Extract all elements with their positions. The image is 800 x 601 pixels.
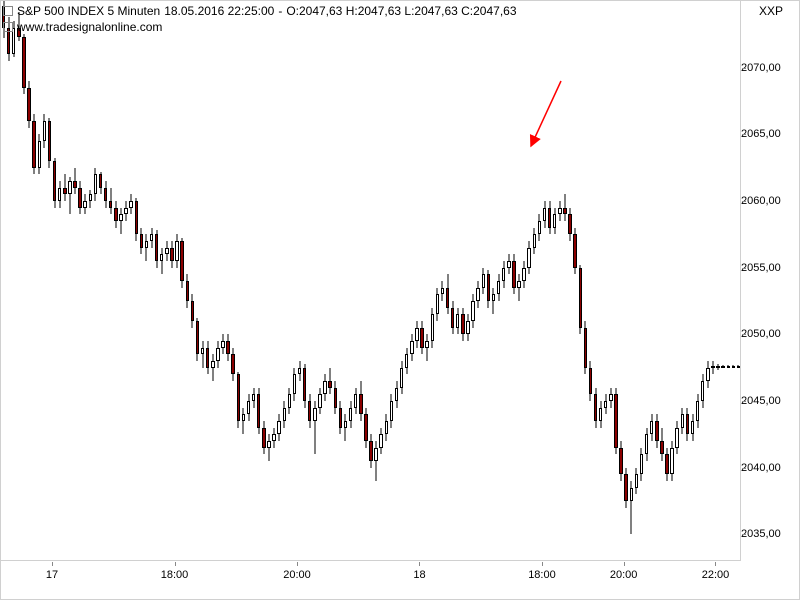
y-tick-mark — [742, 268, 746, 269]
y-tick-label: 2055,00 — [741, 262, 781, 274]
y-tick-mark — [742, 534, 746, 535]
plot-area[interactable] — [1, 1, 741, 561]
y-tick-label: 2070,00 — [741, 62, 781, 74]
y-tick-label: 2060,00 — [741, 195, 781, 207]
chart-title: S&P 500 INDEX 5 Minuten — [17, 3, 160, 19]
ts-icon — [3, 22, 13, 32]
y-axis: 2035,00 2040,00 2045,00 2050,00 2055,00 2060,… — [741, 1, 797, 561]
y-tick-mark — [742, 468, 746, 469]
y-tick-mark — [742, 68, 746, 69]
chart-ohlc: O:2047,63 H:2047,63 L:2047,63 C:2047,63 — [286, 3, 516, 19]
y-tick-label: 2065,00 — [741, 128, 781, 140]
x-tick-label: 20:00 — [610, 569, 638, 581]
chart-container: S&P 500 INDEX 5 Minuten 18.05.2016 22:25… — [0, 0, 800, 600]
chart-header: S&P 500 INDEX 5 Minuten 18.05.2016 22:25… — [3, 3, 517, 35]
x-tick-label: 20:00 — [283, 569, 311, 581]
x-tick-mark — [624, 562, 625, 566]
x-tick-mark — [715, 562, 716, 566]
y-tick-mark — [742, 134, 746, 135]
y-tick-label: 2045,00 — [741, 395, 781, 407]
y-tick-label: 2050,00 — [741, 328, 781, 340]
annotation-arrow — [1, 1, 741, 561]
x-axis: 17 18:00 20:00 18 18:00 20:00 22:00 — [1, 563, 741, 601]
x-tick-label: 18 — [413, 569, 425, 581]
y-tick-mark — [742, 334, 746, 335]
x-tick-label: 22:00 — [702, 569, 730, 581]
chart-source: www.tradesignalonline.com — [17, 19, 162, 35]
x-tick-mark — [52, 562, 53, 566]
x-tick-label: 17 — [46, 569, 58, 581]
x-tick-label: 18:00 — [161, 569, 189, 581]
y-tick-label: 2040,00 — [741, 462, 781, 474]
x-tick-label: 18:00 — [528, 569, 556, 581]
x-tick-mark — [297, 562, 298, 566]
y-tick-mark — [742, 401, 746, 402]
right-symbol: XXP — [759, 4, 783, 18]
chart-datetime: 18.05.2016 22:25:00 — [164, 3, 274, 19]
x-tick-mark — [419, 562, 420, 566]
x-tick-mark — [175, 562, 176, 566]
y-tick-mark — [742, 201, 746, 202]
candle-icon — [3, 6, 13, 16]
y-tick-label: 2035,00 — [741, 528, 781, 540]
x-tick-mark — [542, 562, 543, 566]
